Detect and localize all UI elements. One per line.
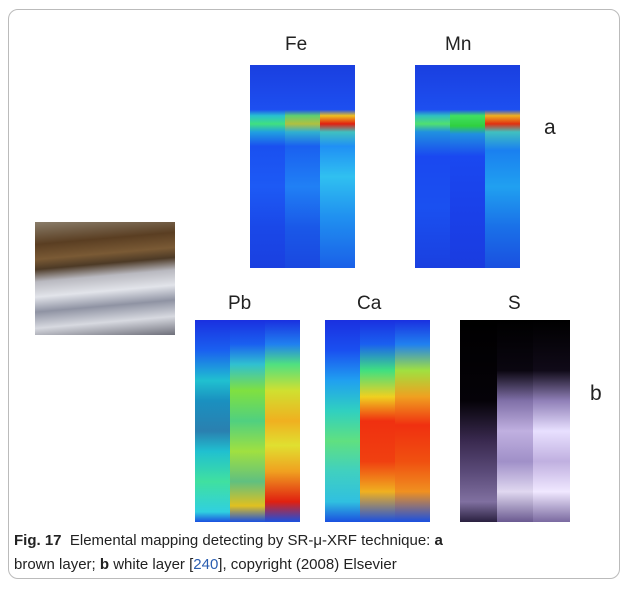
- figure-frame: [8, 9, 620, 579]
- sample-photo: [35, 222, 175, 335]
- ca-map: [325, 320, 430, 522]
- fe-map: [250, 65, 355, 268]
- s-map: [460, 320, 571, 522]
- caption-label: Fig. 17: [14, 532, 62, 549]
- caption-text: white layer [: [113, 556, 194, 573]
- row-label: a: [544, 116, 556, 139]
- pb-map: [195, 320, 300, 522]
- panel-label: Fe: [285, 34, 308, 55]
- caption-part: a: [434, 532, 443, 549]
- panel-label: Mn: [445, 34, 472, 55]
- panel-label: S: [508, 293, 521, 314]
- reference-link[interactable]: 240: [193, 556, 219, 573]
- caption-text: ], copyright (2008) Elsevier: [218, 556, 397, 573]
- panel-label: Pb: [228, 293, 252, 314]
- caption-part: b: [99, 556, 110, 573]
- caption: Fig. 17 Elemental mapping detecting by S…: [14, 529, 614, 577]
- caption-text: brown layer;: [14, 556, 96, 573]
- mn-map: [415, 65, 520, 268]
- caption-text: Elemental mapping detecting by SR-μ-XRF …: [69, 532, 431, 549]
- row-label: b: [590, 382, 602, 405]
- panel-label: Ca: [357, 293, 382, 314]
